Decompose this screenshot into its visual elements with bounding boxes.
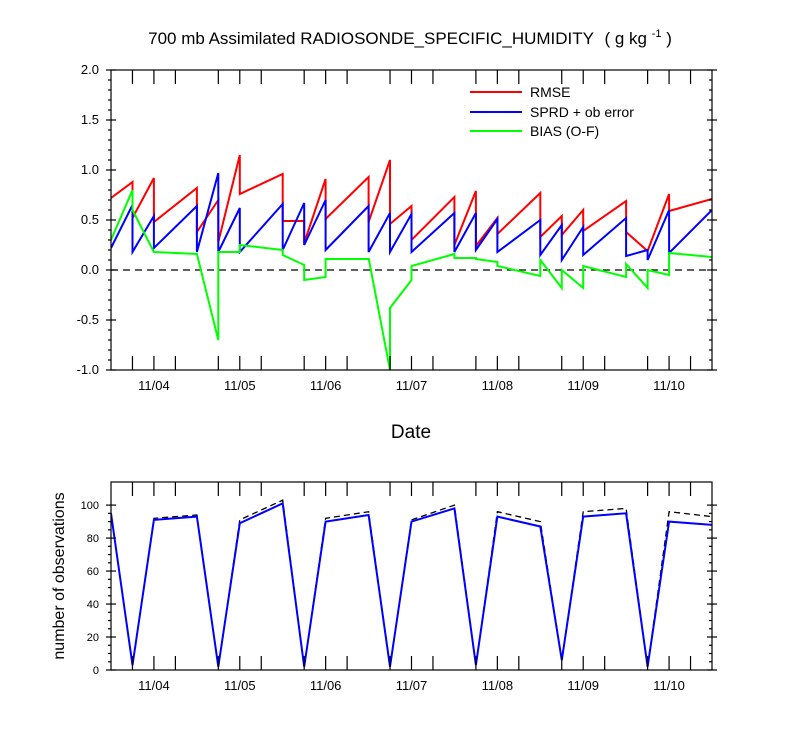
bottom-x-tick-label: 11/10 xyxy=(653,678,685,693)
top-x-tick-label: 11/04 xyxy=(138,378,170,393)
chart-title-units-close: ) xyxy=(666,29,672,48)
top-y-tick-label: 2.0 xyxy=(81,62,99,77)
bottom-y-tick-label: 80 xyxy=(87,533,99,545)
top-series-sprd-ob-error xyxy=(111,172,712,264)
top-y-tick-label: 0.5 xyxy=(81,212,99,227)
legend-entry-rmse: RMSE xyxy=(470,84,570,100)
legend-label-sprd: SPRD + ob error xyxy=(530,104,634,120)
top-y-tick-label: 1.5 xyxy=(81,112,99,127)
legend: RMSE SPRD + ob error BIAS (O-F) xyxy=(470,84,634,139)
bottom-plot-area xyxy=(111,499,712,667)
chart-title-exponent: -1 xyxy=(652,28,662,40)
chart-title-main: 700 mb Assimilated RADIOSONDE_SPECIFIC_H… xyxy=(148,29,594,48)
bottom-x-tick-label: 11/04 xyxy=(138,678,170,693)
bottom-axis-ticks: 11/04 11/05 11/06 11/07 11/08 11/09 11/10 0 20 40… xyxy=(81,482,717,693)
top-x-tick-label: 11/06 xyxy=(310,378,342,393)
chart-title: 700 mb Assimilated RADIOSONDE_SPECIFIC_H… xyxy=(148,22,672,48)
top-x-tick-label: 11/10 xyxy=(653,378,685,393)
top-y-tick-label: -1.0 xyxy=(77,362,99,377)
legend-entry-sprd: SPRD + ob error xyxy=(470,104,634,120)
bottom-x-tick-label: 11/08 xyxy=(482,678,514,693)
top-x-tick-label: 11/07 xyxy=(396,378,428,393)
bottom-y-tick-label: 100 xyxy=(81,500,99,512)
bottom-x-tick-label: 11/09 xyxy=(567,678,599,693)
top-x-axis-label: Date xyxy=(391,422,431,443)
legend-label-bias: BIAS (O-F) xyxy=(530,123,599,139)
bottom-x-tick-label: 11/06 xyxy=(310,678,342,693)
top-y-tick-label: -0.5 xyxy=(77,312,99,327)
bottom-y-tick-label: 0 xyxy=(93,665,99,677)
bottom-y-tick-label: 60 xyxy=(87,566,99,578)
top-series-bias-o-f xyxy=(111,189,712,370)
chart-title-units: ( g kg xyxy=(604,29,647,48)
top-plot-area xyxy=(111,154,712,370)
bottom-y-tick-label: 40 xyxy=(87,599,99,611)
bottom-series-observations-used xyxy=(111,501,712,667)
legend-entry-bias: BIAS (O-F) xyxy=(470,123,599,139)
bottom-x-tick-label: 11/05 xyxy=(224,678,256,693)
top-x-tick-label: 11/09 xyxy=(567,378,599,393)
bottom-panel: 11/04 11/05 11/06 11/07 11/08 11/09 11/10 0 20 40… xyxy=(51,481,717,693)
bottom-x-tick-label: 11/07 xyxy=(396,678,428,693)
legend-label-rmse: RMSE xyxy=(530,84,570,100)
top-x-tick-label: 11/05 xyxy=(224,378,256,393)
top-y-tick-label: 1.0 xyxy=(81,162,99,177)
top-panel: 11/04 11/05 11/06 11/07 11/08 11/09 11/10 -1.0 -… xyxy=(77,62,717,443)
top-axis-ticks: 11/04 11/05 11/06 11/07 11/08 11/09 11/10 -1.0 -… xyxy=(77,62,717,393)
bottom-y-axis-label: number of observations xyxy=(51,492,68,659)
bottom-y-tick-label: 20 xyxy=(87,632,99,644)
bottom-axis-frame xyxy=(110,481,713,671)
top-x-tick-label: 11/08 xyxy=(482,378,514,393)
top-y-tick-label: 0.0 xyxy=(81,262,99,277)
